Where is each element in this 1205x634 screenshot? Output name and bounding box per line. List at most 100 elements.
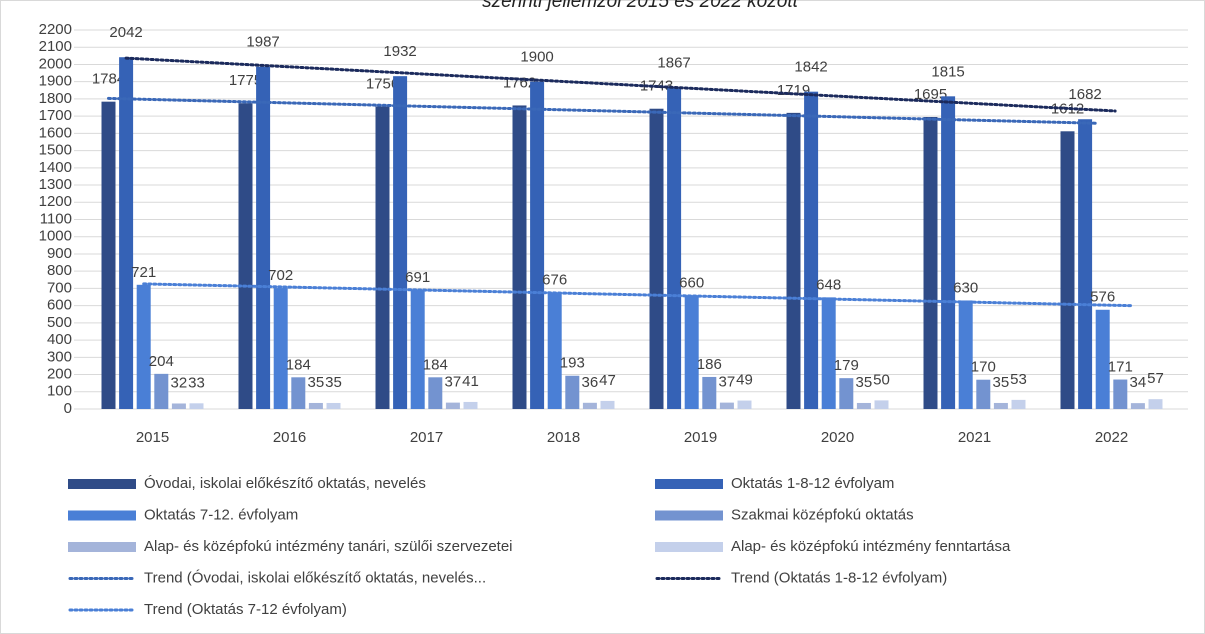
data-label: 1900 [520,49,553,66]
bar [1060,131,1075,409]
bar [136,284,151,409]
y-tick-label: 0 [64,400,72,417]
data-label: 35 [993,374,1010,391]
bar [1095,309,1110,409]
data-label: 676 [542,272,567,289]
bar [463,401,478,409]
x-tick-label: 2020 [821,429,854,446]
legend-swatch [655,510,723,521]
bar [530,81,545,409]
data-label: 170 [971,359,996,376]
bar [273,288,288,409]
y-tick-label: 800 [47,262,72,279]
data-label: 1932 [383,43,416,60]
bar [874,400,889,409]
y-tick-label: 200 [47,366,72,383]
bar [171,403,186,409]
bar [291,377,306,409]
bar [565,375,580,409]
legend-swatch [655,479,723,489]
data-label: 1784 [92,71,125,88]
y-tick-label: 2200 [39,21,72,38]
y-tick-label: 1000 [39,228,72,245]
data-label: 1775 [229,72,262,89]
data-label: 702 [268,267,293,284]
bar [189,403,204,409]
bar [547,292,562,409]
bar [821,297,836,409]
bar [512,105,527,410]
legend-label: Szakmai középfokú oktatás [731,506,914,523]
x-tick-label: 2019 [684,429,717,446]
data-label: 33 [188,374,205,391]
data-label: 186 [697,356,722,373]
data-label: 53 [1010,371,1027,388]
y-tick-label: 1400 [39,159,72,176]
legend-swatch [68,510,136,521]
bar [375,106,390,410]
bar [1148,399,1163,409]
bar [839,378,854,409]
data-label: 1695 [914,86,947,103]
data-label: 50 [873,371,890,388]
trendline [142,282,1135,308]
bar [308,402,323,409]
data-label: 648 [816,276,841,293]
y-tick-label: 400 [47,331,72,348]
chart-title: szerinti jellemzői 2015 és 2022 között [482,0,799,12]
x-tick-label: 2018 [547,429,580,446]
bar [993,402,1008,409]
data-label: 37 [445,374,462,391]
bar [101,101,116,409]
data-label: 35 [325,374,342,391]
bar [1130,403,1145,409]
y-tick-label: 1200 [39,193,72,210]
data-label: 721 [131,264,156,281]
bar [1011,399,1026,409]
data-label: 36 [582,374,599,391]
bar [719,402,734,409]
data-label: 1682 [1068,86,1101,103]
data-label: 47 [599,372,616,389]
bar [804,91,819,409]
bar [256,66,271,409]
y-tick-label: 1300 [39,176,72,193]
bar [600,400,615,409]
legend-label: Alap- és középfokú intézmény tanári, szü… [144,538,513,555]
data-label: 630 [953,279,978,296]
data-label: 179 [834,357,859,374]
y-tick-label: 600 [47,297,72,314]
legend-swatch [655,542,723,552]
data-label: 1987 [246,34,279,51]
bar [582,402,597,409]
bar [737,400,752,409]
bar [786,112,801,409]
y-tick-label: 2000 [39,55,72,72]
y-tick-label: 1500 [39,142,72,159]
data-label: 184 [286,356,311,373]
bar [649,108,664,409]
bar [702,376,717,409]
data-label: 1756 [366,75,399,92]
bar [238,103,253,409]
y-tick-label: 1700 [39,107,72,124]
legend-label: Oktatás 7-12. évfolyam [144,506,298,523]
x-tick-label: 2017 [410,429,443,446]
y-tick-label: 2100 [39,38,72,55]
y-tick-label: 1900 [39,73,72,90]
trendline [124,56,1117,113]
legend-label: Trend (Oktatás 1-8-12 évfolyam) [731,569,947,586]
y-tick-label: 1600 [39,124,72,141]
bar [393,76,408,409]
data-label: 37 [719,374,736,391]
data-label: 35 [856,374,873,391]
y-tick-label: 700 [47,279,72,296]
legend-swatch [68,479,136,489]
bar [1078,119,1093,409]
x-tick-label: 2021 [958,429,991,446]
data-label: 41 [462,373,479,390]
data-label: 1815 [931,63,964,80]
bar [856,402,871,409]
data-label: 576 [1090,289,1115,306]
bar [684,295,699,409]
